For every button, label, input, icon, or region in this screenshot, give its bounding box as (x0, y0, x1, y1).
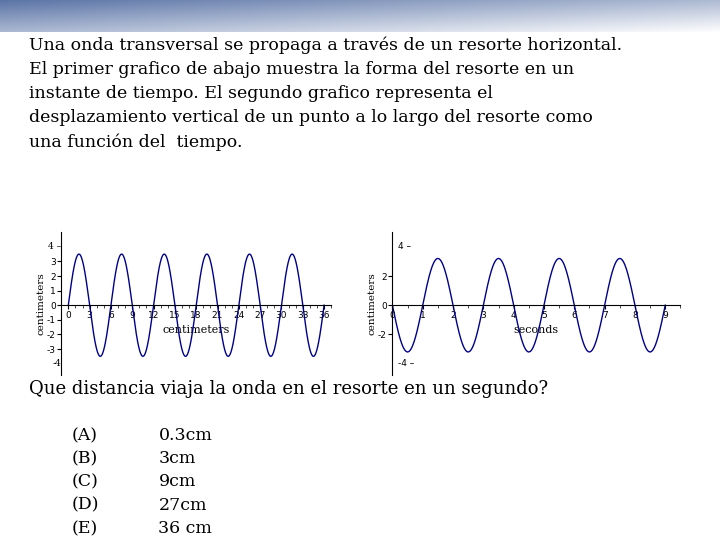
Text: (A): (A) (72, 427, 98, 444)
Text: -4 –: -4 – (398, 359, 415, 368)
Text: -4: -4 (53, 359, 61, 368)
Text: 0.3cm: 0.3cm (158, 427, 212, 444)
Text: (B): (B) (72, 450, 98, 467)
Y-axis label: centimeters: centimeters (36, 272, 45, 335)
Text: 9cm: 9cm (158, 474, 196, 490)
Text: (C): (C) (72, 474, 99, 490)
Text: (D): (D) (72, 497, 99, 514)
Text: Una onda transversal se propaga a través de un resorte horizontal.
El primer gra: Una onda transversal se propaga a través… (29, 36, 622, 151)
Text: (E): (E) (72, 520, 98, 537)
X-axis label: centimeters: centimeters (163, 325, 230, 335)
Text: 4 –: 4 – (48, 242, 61, 251)
Text: 3cm: 3cm (158, 450, 196, 467)
Text: Que distancia viaja la onda en el resorte en un segundo?: Que distancia viaja la onda en el resort… (29, 380, 548, 398)
Text: 36 cm: 36 cm (158, 520, 212, 537)
Text: 4 –: 4 – (398, 242, 411, 251)
X-axis label: seconds: seconds (514, 325, 559, 335)
Text: 27cm: 27cm (158, 497, 207, 514)
Y-axis label: centimeters: centimeters (368, 272, 377, 335)
